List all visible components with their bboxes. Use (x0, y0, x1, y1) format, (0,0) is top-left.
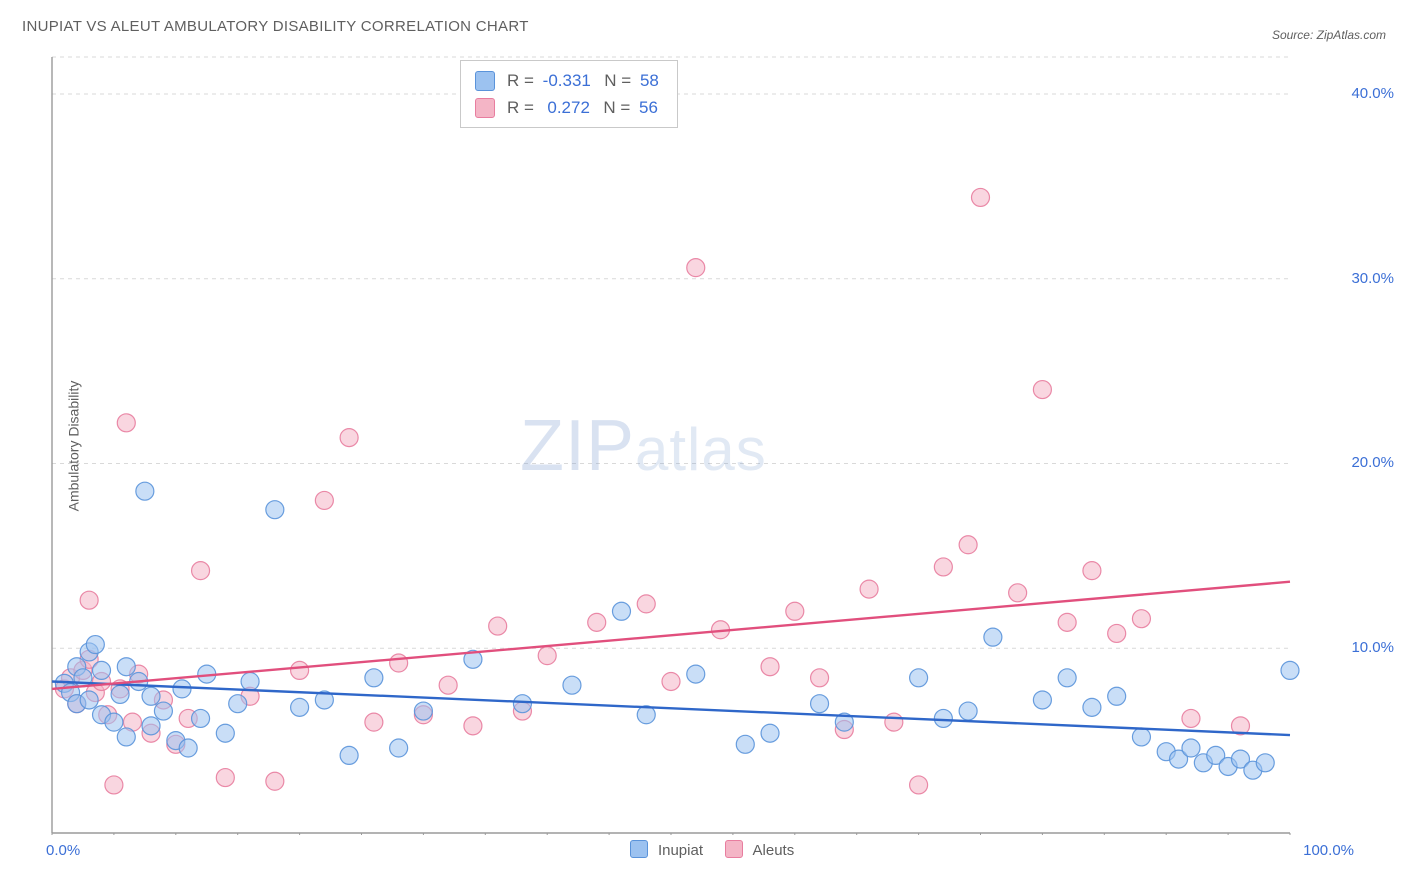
legend-bottom: Inupiat Aleuts (0, 840, 1406, 859)
source-value: ZipAtlas.com (1317, 28, 1386, 42)
x-tick-label-max: 100.0% (1303, 842, 1354, 859)
correlation-stats-box: R = -0.331 N = 58 R = 0.272 N = 56 (460, 60, 678, 128)
legend-label-inupiat: Inupiat (658, 842, 703, 859)
chart-title: INUPIAT VS ALEUT AMBULATORY DISABILITY C… (22, 18, 529, 35)
y-tick-label: 10.0% (1334, 639, 1394, 656)
legend-label-aleuts: Aleuts (753, 842, 795, 859)
swatch-inupiat (475, 71, 495, 91)
n-value-aleuts: 56 (639, 94, 658, 121)
n-value-inupiat: 58 (640, 67, 659, 94)
source-label: Source: (1272, 28, 1313, 42)
legend-swatch-aleuts (725, 840, 743, 858)
y-tick-label: 20.0% (1334, 454, 1394, 471)
r-value-aleuts: 0.272 (547, 94, 590, 121)
y-tick-label: 30.0% (1334, 270, 1394, 287)
y-tick-label: 40.0% (1334, 85, 1394, 102)
r-value-inupiat: -0.331 (543, 67, 591, 94)
legend-swatch-inupiat (630, 840, 648, 858)
x-tick-label-min: 0.0% (46, 842, 80, 859)
chart-svg (50, 55, 1350, 835)
swatch-aleuts (475, 98, 495, 118)
stats-row-aleuts: R = 0.272 N = 56 (475, 94, 663, 121)
source-citation: Source: ZipAtlas.com (1272, 28, 1386, 42)
stats-row-inupiat: R = -0.331 N = 58 (475, 67, 663, 94)
chart-plot-area (50, 55, 1350, 835)
